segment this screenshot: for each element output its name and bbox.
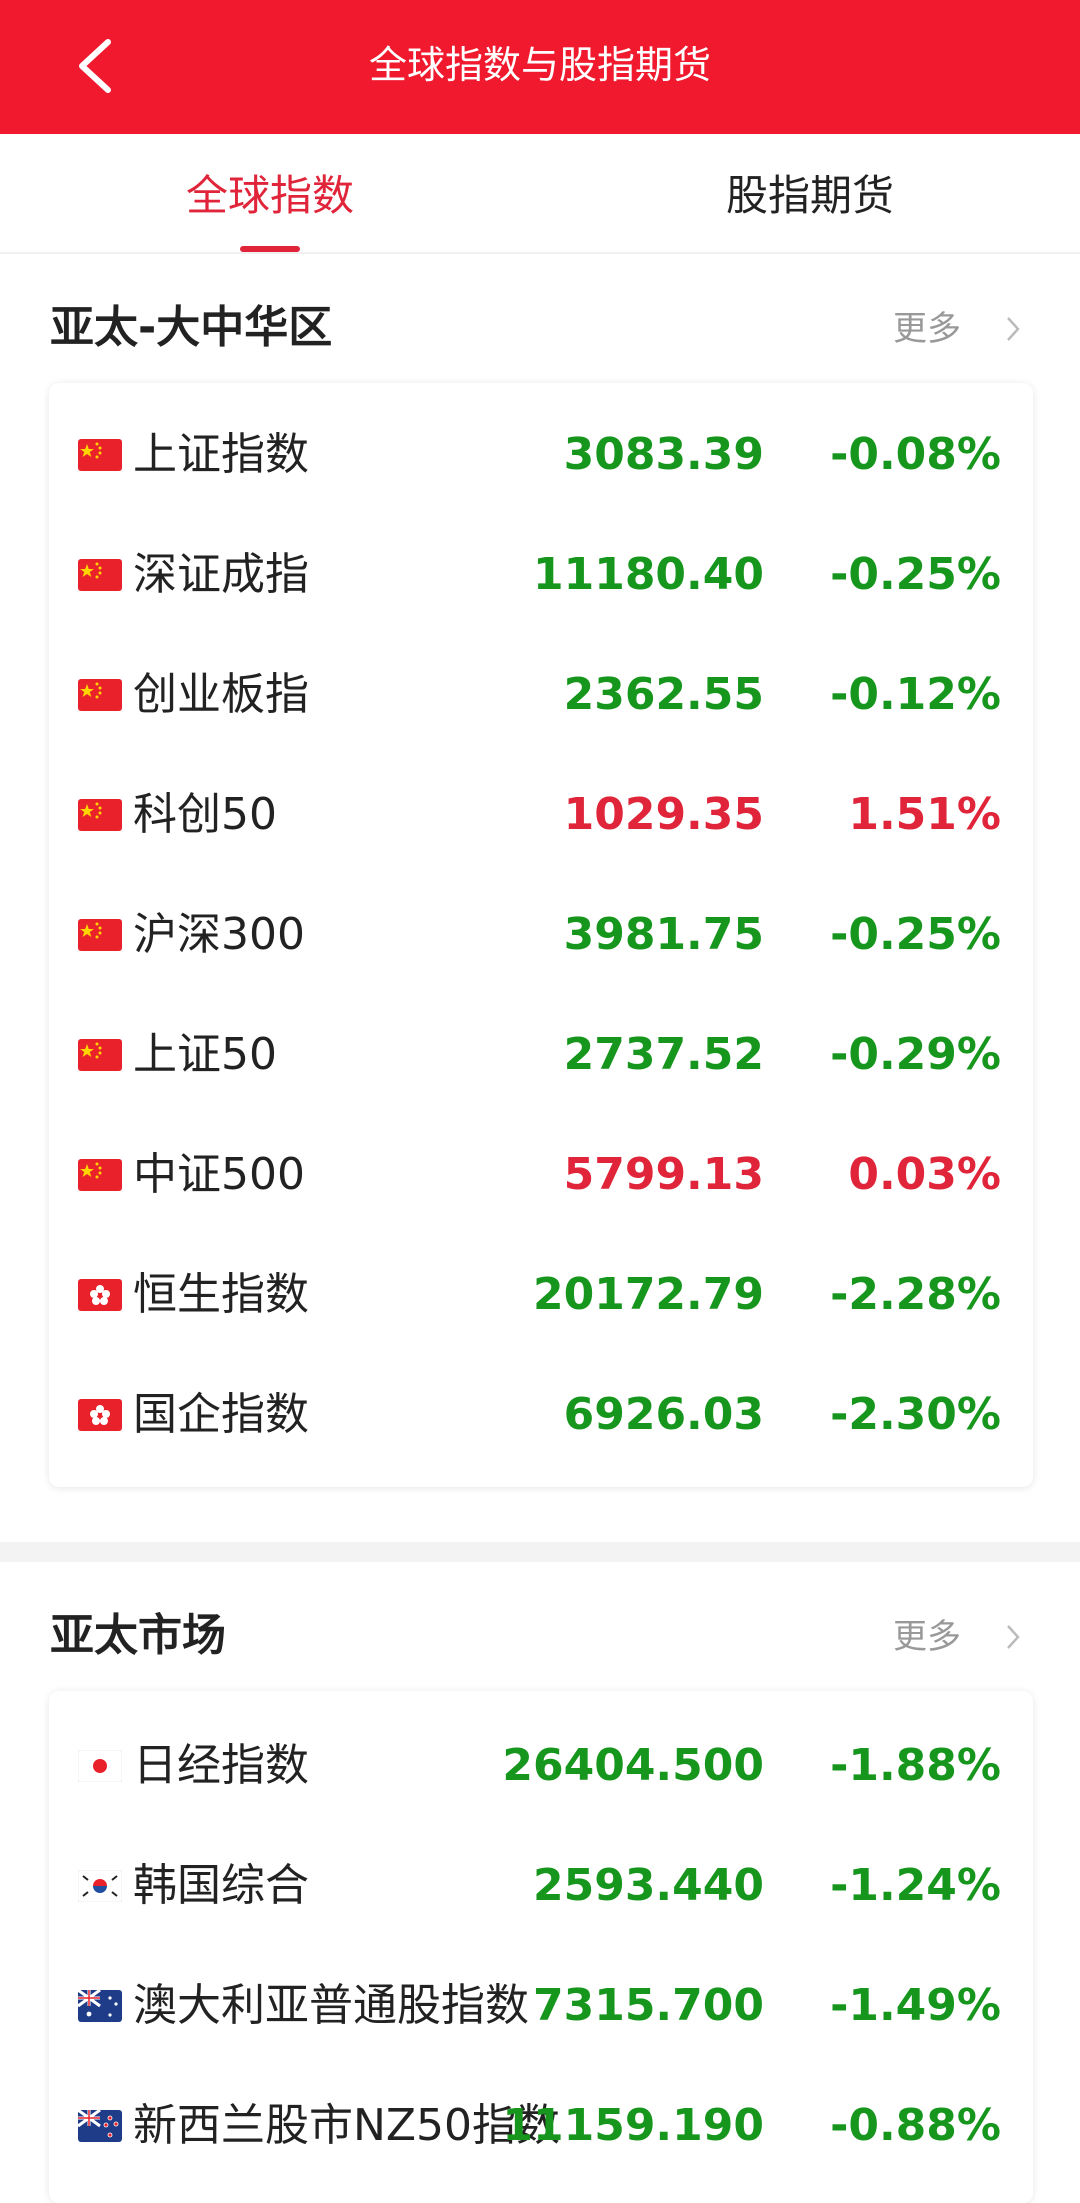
index-change: 1.51%: [848, 789, 1001, 840]
flag-icon: [78, 2110, 122, 2142]
index-name[interactable]: 澳大利亚普通股指数: [133, 1980, 529, 2031]
index-name[interactable]: 上证指数: [133, 429, 309, 480]
flag-icon: [78, 1039, 122, 1071]
index-name[interactable]: 中证500: [133, 1149, 305, 1200]
index-value: 7315.700: [532, 1980, 764, 2031]
flag-icon: [78, 1159, 122, 1191]
index-change: -0.12%: [830, 669, 1001, 720]
flag-icon: [78, 799, 122, 831]
tab-indicator: [240, 246, 300, 252]
index-change: -1.88%: [830, 1740, 1001, 1791]
index-name[interactable]: 新西兰股市NZ50指数: [133, 2100, 561, 2151]
flag-icon: [78, 1750, 122, 1782]
index-name[interactable]: 日经指数: [133, 1740, 309, 1791]
index-change: -1.24%: [830, 1860, 1001, 1911]
index-change: -0.88%: [830, 2100, 1001, 2151]
index-change: -2.28%: [830, 1269, 1001, 1320]
more-chevron: [1007, 1625, 1020, 1649]
section-title: 亚太市场: [50, 1610, 226, 1661]
index-change: -0.25%: [830, 909, 1001, 960]
header-title: 全球指数与股指期货: [368, 43, 711, 87]
index-value: 20172.79: [532, 1269, 764, 1320]
divider: [0, 252, 1080, 254]
index-value: 1029.35: [563, 789, 764, 840]
index-name[interactable]: 创业板指: [133, 669, 309, 720]
index-change: -0.29%: [830, 1029, 1001, 1080]
index-card: [49, 383, 1033, 1487]
tab-active[interactable]: 全球指数: [185, 171, 354, 220]
index-value: 5799.13: [563, 1149, 764, 1200]
index-name[interactable]: 韩国综合: [133, 1860, 309, 1911]
flag-icon: [78, 679, 122, 711]
index-change: 0.03%: [848, 1149, 1001, 1200]
index-value: 26404.500: [502, 1740, 764, 1791]
index-value: 11159.190: [502, 2100, 764, 2151]
index-value: 11180.40: [532, 549, 764, 600]
index-value: 3981.75: [563, 909, 764, 960]
index-name[interactable]: 深证成指: [133, 549, 309, 600]
index-name[interactable]: 科创50: [133, 789, 277, 840]
index-name[interactable]: 沪深300: [133, 909, 305, 960]
header-bar: [0, 0, 1080, 134]
index-name[interactable]: 上证50: [133, 1029, 277, 1080]
flag-icon: [78, 1990, 122, 2022]
index-change: -0.08%: [830, 429, 1001, 480]
section-gap: [0, 1542, 1080, 1562]
flag-icon: [78, 439, 122, 471]
tab[interactable]: 股指期货: [725, 171, 894, 220]
flag-icon: [78, 1279, 122, 1311]
index-value: 3083.39: [563, 429, 764, 480]
index-change: -2.30%: [830, 1389, 1001, 1440]
index-value: 2362.55: [563, 669, 764, 720]
section-title: 亚太-大中华区: [50, 302, 333, 353]
flag-icon: [78, 559, 122, 591]
index-value: 2593.440: [532, 1860, 764, 1911]
index-name[interactable]: 国企指数: [133, 1389, 309, 1440]
index-change: -1.49%: [830, 1980, 1001, 2031]
flag-icon: [78, 1399, 122, 1431]
flag-icon: [78, 1870, 122, 1902]
index-card: [49, 1691, 1033, 2203]
index-change: -0.25%: [830, 549, 1001, 600]
more-link[interactable]: 更多: [893, 1617, 961, 1657]
more-chevron: [1007, 317, 1020, 341]
index-value: 2737.52: [563, 1029, 764, 1080]
back-button[interactable]: [70, 36, 120, 96]
more-link[interactable]: 更多: [893, 309, 961, 349]
index-value: 6926.03: [563, 1389, 764, 1440]
flag-icon: [78, 919, 122, 951]
index-name[interactable]: 恒生指数: [133, 1269, 309, 1320]
